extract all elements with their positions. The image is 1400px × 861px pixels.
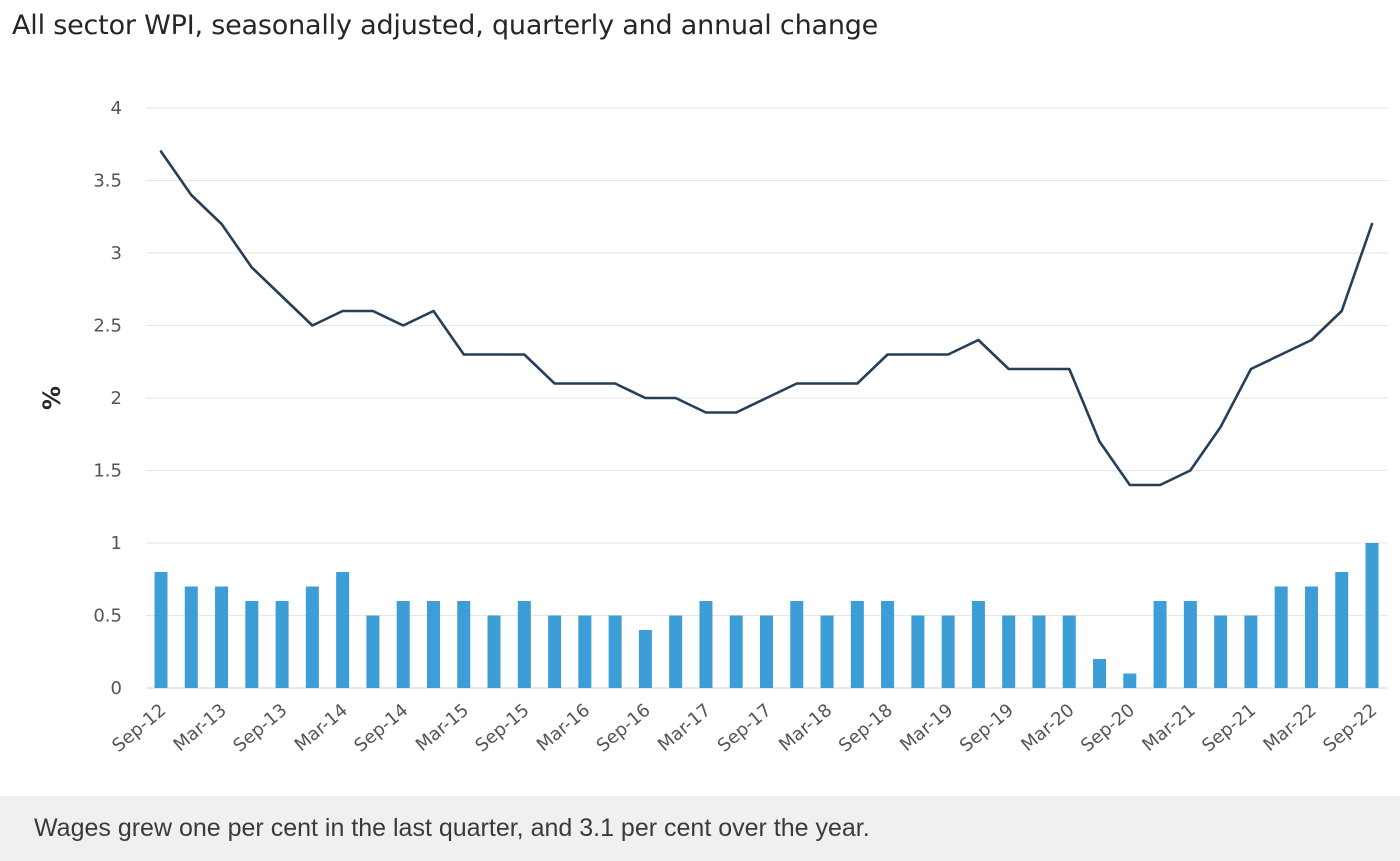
- bar: [215, 586, 229, 688]
- bar: [850, 601, 864, 688]
- bar: [1032, 615, 1046, 688]
- x-tick-label: Sep-14: [350, 700, 412, 757]
- bar: [1304, 586, 1318, 688]
- x-tick-label: Mar-17: [654, 700, 715, 756]
- caption-bar: Wages grew one per cent in the last quar…: [0, 796, 1400, 861]
- bar: [1123, 673, 1137, 688]
- x-tick-label: Sep-21: [1198, 700, 1260, 757]
- bar: [790, 601, 804, 688]
- bar: [1062, 615, 1076, 688]
- x-tick-label: Sep-22: [1319, 700, 1381, 757]
- bar: [820, 615, 834, 688]
- bar: [366, 615, 380, 688]
- y-tick-label: 0: [111, 678, 122, 699]
- x-tick-label: Mar-18: [775, 700, 836, 756]
- bar: [426, 601, 440, 688]
- y-tick-label: 1: [111, 533, 122, 554]
- x-tick-label: Mar-19: [896, 700, 957, 756]
- y-tick-label: 2.5: [93, 316, 122, 337]
- bar: [699, 601, 713, 688]
- bar: [305, 586, 319, 688]
- y-tick-label: 0.5: [93, 606, 122, 627]
- y-axis-label: %: [38, 386, 66, 410]
- bar: [1274, 586, 1288, 688]
- bar: [760, 615, 773, 688]
- bar: [1365, 543, 1379, 688]
- bar: [669, 615, 683, 688]
- y-tick-labels: 0 0.5 1 1.5 2 2.5 3 3.5 4: [93, 98, 122, 699]
- bar: [336, 572, 350, 688]
- bar: [245, 601, 259, 688]
- bar: [1183, 601, 1197, 688]
- x-tick-label: Mar-15: [412, 700, 473, 756]
- bar: [154, 572, 168, 688]
- bar: [1093, 659, 1107, 688]
- bar-series: [154, 543, 1379, 688]
- x-tick-label: Sep-12: [108, 700, 170, 757]
- x-tick-label: Sep-20: [1077, 700, 1139, 757]
- bar: [548, 615, 562, 688]
- x-tick-label: Sep-13: [229, 700, 291, 757]
- bar: [275, 601, 289, 688]
- bar: [941, 615, 955, 688]
- x-tick-label: Sep-19: [956, 700, 1018, 757]
- bar: [396, 601, 410, 688]
- x-tick-label: Mar-22: [1260, 700, 1321, 756]
- x-tick-label: Sep-18: [835, 700, 897, 757]
- x-tick-label: Sep-16: [593, 700, 655, 757]
- x-tick-label: Mar-21: [1138, 700, 1199, 756]
- bar: [184, 586, 198, 688]
- y-tick-label: 1.5: [93, 461, 122, 482]
- line-series: [159, 150, 1374, 487]
- bar: [608, 615, 622, 688]
- x-tick-label: Sep-15: [472, 700, 534, 757]
- bar: [911, 615, 925, 688]
- chart-title: All sector WPI, seasonally adjusted, qua…: [12, 10, 879, 41]
- bar: [487, 615, 501, 688]
- x-tick-label: Sep-17: [714, 700, 776, 757]
- x-tick-label: Mar-14: [291, 700, 352, 756]
- bar: [578, 615, 592, 688]
- bar: [881, 601, 895, 688]
- bar: [1335, 572, 1349, 688]
- bar: [729, 615, 743, 688]
- bar: [1214, 615, 1228, 688]
- bar: [1002, 615, 1016, 688]
- bar: [517, 601, 531, 688]
- x-tick-label: Mar-16: [533, 700, 594, 756]
- x-tick-label: Mar-13: [170, 700, 231, 756]
- y-tick-label: 2: [111, 388, 122, 409]
- bar: [1244, 615, 1258, 688]
- x-tick-label: Mar-20: [1017, 700, 1078, 756]
- bar: [1153, 601, 1167, 688]
- y-tick-label: 3.5: [93, 171, 122, 192]
- annual-change-line: [159, 150, 1374, 487]
- bar: [457, 601, 471, 688]
- caption-text: Wages grew one per cent in the last quar…: [34, 814, 870, 842]
- y-tick-label: 3: [111, 243, 122, 264]
- bar: [638, 630, 652, 688]
- bar: [971, 601, 985, 688]
- y-tick-label: 4: [111, 98, 122, 119]
